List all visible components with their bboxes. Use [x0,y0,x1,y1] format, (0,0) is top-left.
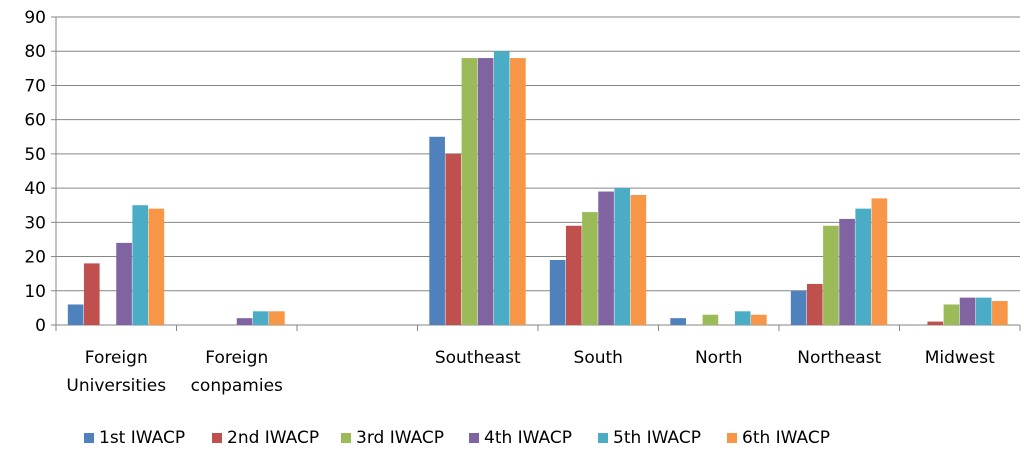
bar [839,218,855,325]
bar [429,136,445,325]
x-category-label: Universities [66,376,166,396]
bar [927,321,944,325]
y-tick-label: 80 [24,42,46,62]
legend-swatch [341,433,351,443]
bar [614,188,631,325]
bar [790,290,807,325]
bar [959,297,976,325]
bar [702,314,719,325]
bar [116,242,132,325]
bar [670,318,686,325]
bar [871,198,888,325]
bar [823,225,839,325]
y-tick-label: 20 [24,248,46,268]
bar [269,311,285,325]
bar [855,208,872,325]
bar [751,314,767,325]
y-tick-label: 0 [35,316,46,336]
bar [806,283,823,325]
x-axis: Foreign Universities Foreign conpamies South… [55,325,1021,396]
x-category-label: South [574,348,623,368]
bars [67,51,1008,325]
legend-swatch [727,433,737,443]
bar [148,208,165,325]
bar [992,301,1008,325]
bar [549,259,566,325]
legend-label: 4th IWACP [484,428,572,448]
bar [445,153,462,325]
legend-label: 3rd IWACP [356,428,444,448]
legend-swatch [469,433,479,443]
bar [493,51,510,325]
bar [67,304,84,325]
y-axis-tick-labels: 0 10 20 30 40 50 60 70 80 90 [24,8,46,336]
bar [598,191,614,325]
x-category-label: Midwest [925,348,995,368]
bar [630,194,647,325]
bar [565,225,582,325]
bar [236,318,253,325]
y-tick-label: 60 [24,111,46,131]
bar [461,58,478,325]
y-tick-label: 90 [24,8,46,28]
y-tick-label: 70 [24,76,46,96]
y-tick-label: 30 [24,213,46,233]
legend-label: 5th IWACP [613,428,701,448]
gridlines [51,16,1020,326]
x-category-label: North [695,348,743,368]
bar [582,212,598,325]
bar [477,58,494,325]
legend: 1st IWACP 2nd IWACP 3rd IWACP 4th IWACP 5th … [84,428,830,448]
legend-swatch [84,433,94,443]
bar [510,58,526,325]
bar [943,304,960,325]
legend-swatch [212,433,222,443]
legend-label: 1st IWACP [99,428,185,448]
legend-label: 6th IWACP [742,428,830,448]
legend-label: 2nd IWACP [227,428,319,448]
bar [132,205,149,325]
bar [734,311,751,325]
y-tick-label: 10 [24,282,46,302]
x-category-label: Foreign [205,348,268,368]
y-tick-label: 50 [24,145,46,165]
y-tick-label: 40 [24,179,46,199]
x-category-label: Southeast [435,348,521,368]
x-category-label: conpamies [191,376,283,396]
bar [252,311,269,325]
legend-swatch [598,433,608,443]
bar [83,263,100,325]
x-category-label: Northeast [797,348,881,368]
bar [975,297,992,325]
x-category-label: Foreign [85,348,148,368]
